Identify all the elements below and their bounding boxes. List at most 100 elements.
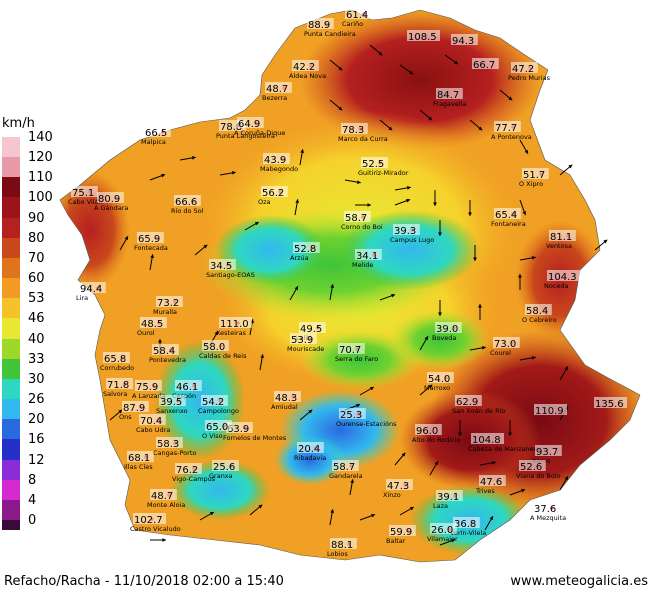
legend-label: 110 <box>28 170 53 186</box>
station-value-bg <box>455 395 482 406</box>
weather-station[interactable]: 77.7A Pontenova <box>491 121 532 141</box>
wind-arrow-head <box>308 409 313 414</box>
station-value: 51.7 <box>523 170 545 181</box>
weather-station[interactable]: 58.4O Cebreiro <box>522 304 557 324</box>
station-name: Lobios <box>327 550 348 558</box>
station-value: 39.3 <box>394 226 416 237</box>
station-name: Aldea Nova <box>289 72 326 80</box>
weather-station[interactable]: 75.9A Lanzada <box>132 380 166 400</box>
wind-arrow-head <box>158 339 162 343</box>
station-value: 77.7 <box>495 123 517 134</box>
station-value-bg <box>525 304 552 315</box>
weather-station[interactable]: 64.9A Coruña-Dique <box>234 117 285 137</box>
weather-station[interactable]: 80.9A Gándara <box>94 192 128 212</box>
weather-station[interactable]: 135.6 <box>594 397 627 410</box>
weather-station[interactable]: 66.7 <box>472 58 499 71</box>
station-value-bg <box>212 460 239 471</box>
weather-station[interactable]: 94.3 <box>451 34 478 47</box>
station-value-bg <box>341 123 368 134</box>
station-value-bg <box>127 451 154 462</box>
source-link[interactable]: www.meteogalicia.es <box>510 574 648 589</box>
station-value-bg <box>344 211 371 222</box>
weather-station[interactable]: 108.5 <box>407 30 440 43</box>
station-value-bg <box>299 322 326 333</box>
station-value: 47.6 <box>480 477 502 488</box>
station-name: Vigo-Campus <box>172 475 216 483</box>
legend-label: 80 <box>28 230 45 246</box>
legend-label: 30 <box>28 371 45 387</box>
station-value-bg <box>549 230 576 241</box>
wind-arrow-head <box>438 312 442 316</box>
station-value: 88.1 <box>331 540 353 551</box>
weather-station[interactable]: 37.6A Mezquita <box>530 502 566 522</box>
weather-station[interactable]: 51.7O Xipro <box>519 168 549 188</box>
weather-station[interactable]: 110.9 <box>534 404 567 417</box>
weather-station[interactable]: 65.0O Viso <box>202 420 232 440</box>
wind-arrow-head <box>603 239 608 244</box>
station-value-bg <box>307 18 334 29</box>
